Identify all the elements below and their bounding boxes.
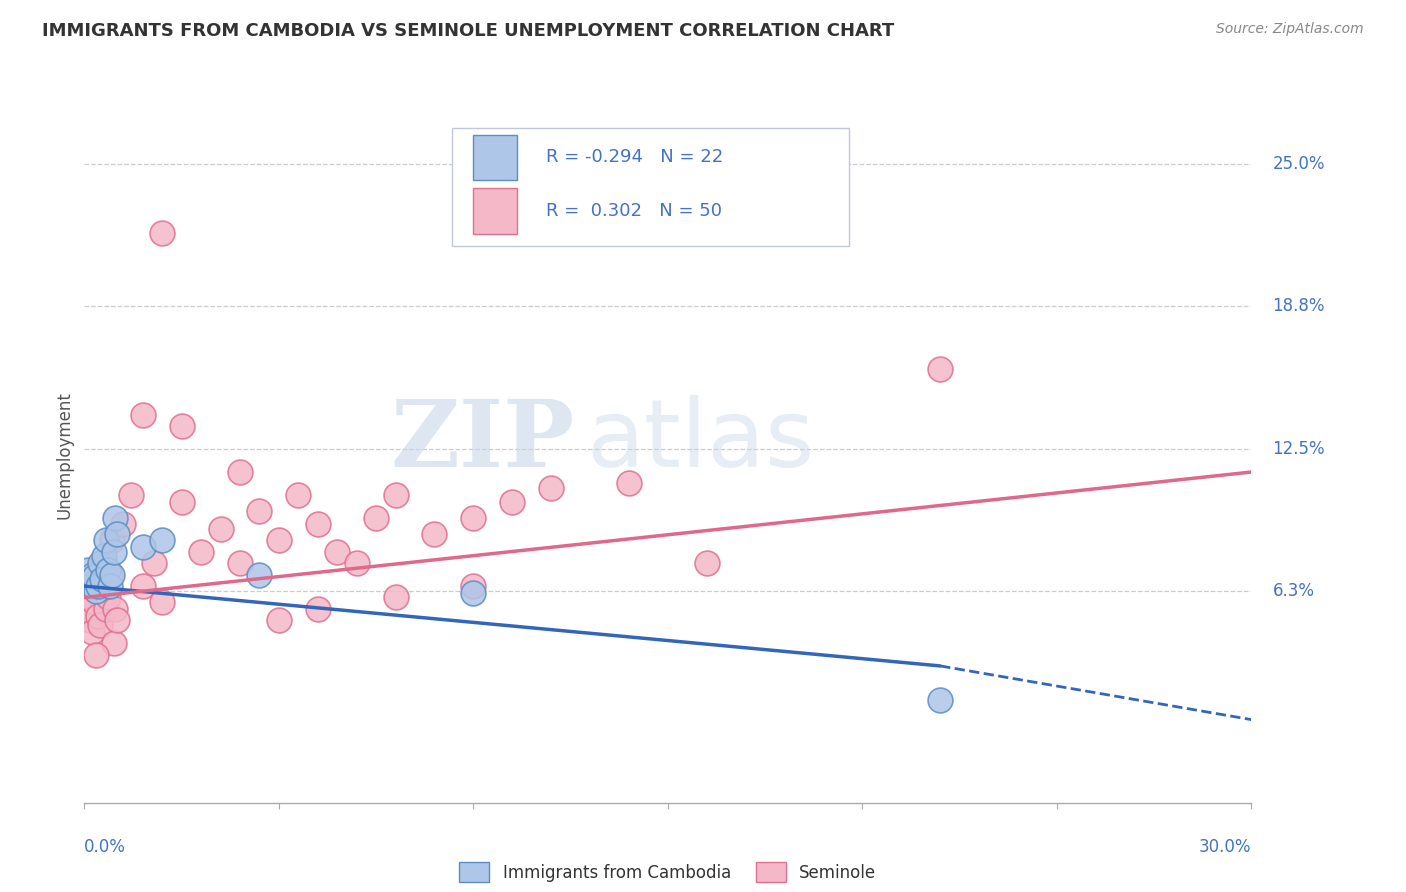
Text: 30.0%: 30.0% xyxy=(1199,838,1251,856)
Point xyxy=(103,545,125,559)
Point xyxy=(89,618,111,632)
Point xyxy=(83,570,105,584)
Point xyxy=(247,504,270,518)
Text: R =  0.302   N = 50: R = 0.302 N = 50 xyxy=(547,202,723,220)
Point xyxy=(77,591,100,605)
Y-axis label: Unemployment: Unemployment xyxy=(56,391,75,519)
Point xyxy=(132,541,155,555)
FancyBboxPatch shape xyxy=(451,128,849,246)
Point xyxy=(104,510,127,524)
Point xyxy=(94,602,117,616)
Point xyxy=(150,533,173,548)
Point xyxy=(79,579,101,593)
Point xyxy=(79,613,101,627)
Point xyxy=(83,595,105,609)
Point xyxy=(84,583,107,598)
Point xyxy=(307,602,329,616)
Point xyxy=(929,362,952,376)
Point xyxy=(104,602,127,616)
Point xyxy=(463,579,485,593)
Point xyxy=(98,579,121,593)
Point xyxy=(75,602,97,616)
Point xyxy=(384,591,406,605)
Text: 18.8%: 18.8% xyxy=(1272,296,1324,315)
Text: Source: ZipAtlas.com: Source: ZipAtlas.com xyxy=(1216,22,1364,37)
Point xyxy=(326,545,349,559)
Point xyxy=(112,517,135,532)
Text: IMMIGRANTS FROM CAMBODIA VS SEMINOLE UNEMPLOYMENT CORRELATION CHART: IMMIGRANTS FROM CAMBODIA VS SEMINOLE UNE… xyxy=(42,22,894,40)
Point xyxy=(229,465,252,479)
Point xyxy=(107,613,129,627)
Text: ZIP: ZIP xyxy=(391,396,575,486)
Point xyxy=(93,556,115,570)
Point xyxy=(307,517,329,532)
Text: 25.0%: 25.0% xyxy=(1272,155,1324,173)
Point xyxy=(82,624,104,639)
FancyBboxPatch shape xyxy=(472,135,517,180)
Point xyxy=(94,533,117,548)
Point xyxy=(84,579,107,593)
Text: 12.5%: 12.5% xyxy=(1272,441,1324,458)
Point xyxy=(84,648,107,662)
Point xyxy=(423,526,446,541)
Point xyxy=(929,693,952,707)
Point xyxy=(150,226,173,240)
Text: 6.3%: 6.3% xyxy=(1272,582,1315,599)
Text: atlas: atlas xyxy=(586,395,814,487)
Point xyxy=(77,563,100,577)
Point xyxy=(89,556,111,570)
Point xyxy=(90,572,112,586)
Point xyxy=(100,533,122,548)
Point xyxy=(120,488,142,502)
Point xyxy=(97,563,120,577)
Point xyxy=(87,608,110,623)
Legend: Immigrants from Cambodia, Seminole: Immigrants from Cambodia, Seminole xyxy=(453,855,883,888)
Point xyxy=(103,636,125,650)
Point xyxy=(98,567,121,582)
Point xyxy=(75,572,97,586)
Point xyxy=(107,526,129,541)
Point xyxy=(132,579,155,593)
Point xyxy=(384,488,406,502)
Point xyxy=(93,549,115,564)
Point xyxy=(247,567,270,582)
Point xyxy=(190,545,212,559)
Point xyxy=(90,572,112,586)
Point xyxy=(287,488,309,502)
Point xyxy=(100,567,122,582)
Text: 0.0%: 0.0% xyxy=(84,838,127,856)
Point xyxy=(696,556,718,570)
Point xyxy=(170,494,193,508)
Point xyxy=(209,522,232,536)
Text: R = -0.294   N = 22: R = -0.294 N = 22 xyxy=(547,148,724,167)
Point xyxy=(501,494,523,508)
Point xyxy=(143,556,166,570)
FancyBboxPatch shape xyxy=(472,188,517,234)
Point xyxy=(170,419,193,434)
Point xyxy=(617,476,640,491)
Point xyxy=(267,613,290,627)
Point xyxy=(82,567,104,582)
Point xyxy=(346,556,368,570)
Point xyxy=(463,510,485,524)
Point xyxy=(267,533,290,548)
Point xyxy=(229,556,252,570)
Point xyxy=(132,408,155,422)
Point xyxy=(150,595,173,609)
Point xyxy=(97,591,120,605)
Point xyxy=(87,579,110,593)
Point xyxy=(540,481,562,495)
Point xyxy=(366,510,388,524)
Point xyxy=(463,586,485,600)
